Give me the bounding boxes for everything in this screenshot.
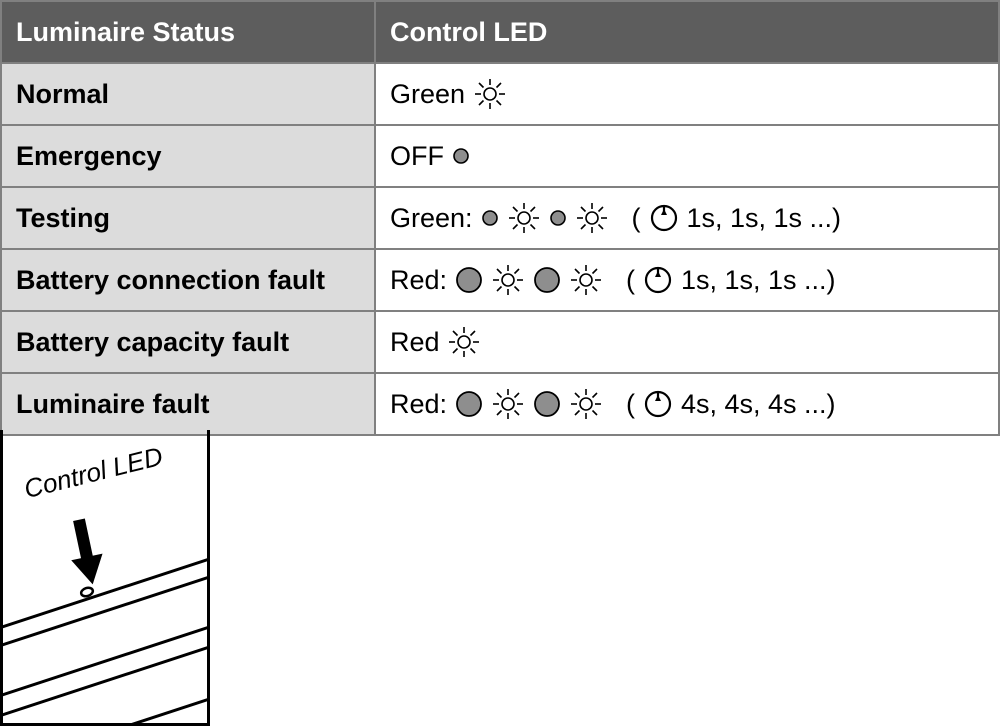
clock-icon [643, 389, 673, 419]
control-led-diagram: Control LED [0, 430, 210, 726]
dot-icon [533, 390, 561, 418]
status-cell: Battery capacity fault [1, 311, 375, 373]
sun-icon [569, 263, 603, 297]
col-header-led: Control LED [375, 1, 999, 63]
clock-icon [649, 203, 679, 233]
led-cell: Red: ( 1s, 1s, 1s ...) [375, 249, 999, 311]
led-text: Green: [390, 202, 473, 234]
timing-text: 1s, 1s, 1s ...) [687, 202, 842, 234]
sun-icon [473, 77, 507, 111]
paren-open: ( [617, 202, 641, 234]
timing-text: 1s, 1s, 1s ...) [681, 264, 836, 296]
sun-icon [447, 325, 481, 359]
table-header-row: Luminaire Status Control LED [1, 1, 999, 63]
table-row: Testing Green: ( 1s, 1s, 1s ...) [1, 187, 999, 249]
status-cell: Luminaire fault [1, 373, 375, 435]
led-cell: Red: ( 4s, 4s, 4s ...) [375, 373, 999, 435]
timing-text: 4s, 4s, 4s ...) [681, 388, 836, 420]
table-row: Battery capacity fault Red [1, 311, 999, 373]
dot-icon [455, 266, 483, 294]
led-cell: Green [375, 63, 999, 125]
sun-icon [507, 201, 541, 235]
dot-icon [533, 266, 561, 294]
dot-icon [481, 209, 499, 227]
led-text: OFF [390, 140, 444, 172]
status-cell: Emergency [1, 125, 375, 187]
led-text: Green [390, 78, 465, 110]
led-cell: OFF [375, 125, 999, 187]
led-text: Red [390, 326, 440, 358]
table-row: Luminaire fault Red: ( 4s, 4s, 4s ...) [1, 373, 999, 435]
paren-open: ( [611, 388, 635, 420]
table-row: Battery connection fault Red: ( 1s, 1s, … [1, 249, 999, 311]
led-cell: Red [375, 311, 999, 373]
col-header-status: Luminaire Status [1, 1, 375, 63]
led-status-table: Luminaire Status Control LED Normal Gree… [0, 0, 1000, 436]
status-cell: Battery connection fault [1, 249, 375, 311]
dot-icon [549, 209, 567, 227]
led-text: Red: [390, 388, 447, 420]
sun-icon [575, 201, 609, 235]
table-row: Normal Green [1, 63, 999, 125]
sun-icon [491, 263, 525, 297]
paren-open: ( [611, 264, 635, 296]
dot-icon [452, 147, 470, 165]
table-row: Emergency OFF [1, 125, 999, 187]
led-cell: Green: ( 1s, 1s, 1s ...) [375, 187, 999, 249]
clock-icon [643, 265, 673, 295]
led-text: Red: [390, 264, 447, 296]
sun-icon [569, 387, 603, 421]
status-cell: Testing [1, 187, 375, 249]
sun-icon [491, 387, 525, 421]
dot-icon [455, 390, 483, 418]
status-cell: Normal [1, 63, 375, 125]
